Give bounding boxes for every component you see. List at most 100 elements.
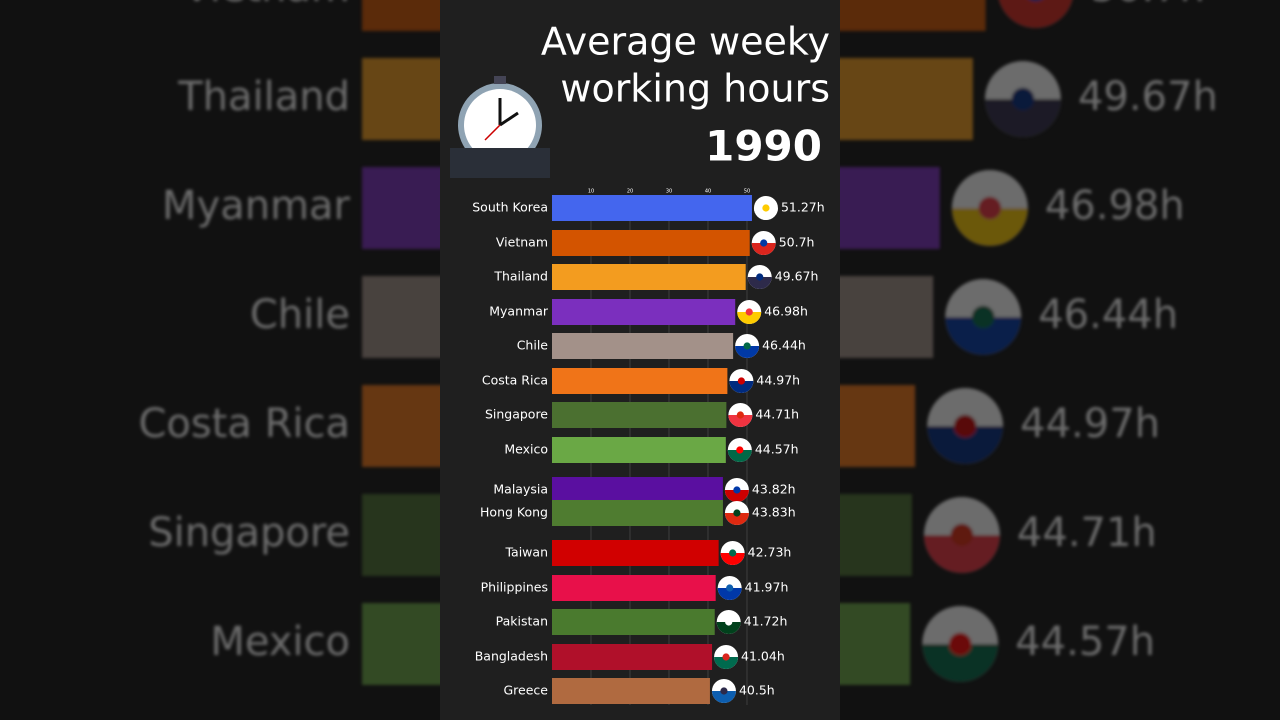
value-label: 44.71h [755, 407, 799, 422]
flag [923, 535, 1000, 573]
value-label: 46.44h [762, 338, 806, 353]
flag [978, 196, 1002, 220]
bar [552, 264, 746, 290]
backdrop-value: 46.44h [1038, 292, 1178, 338]
flag [948, 632, 972, 656]
category-label: Pakistan [496, 614, 548, 629]
flag [762, 204, 770, 212]
backdrop-category: Thailand [177, 74, 350, 120]
flag [753, 208, 778, 220]
year-label: 1990 [705, 122, 822, 171]
title-line: working hours [560, 67, 830, 111]
flag [756, 273, 764, 281]
bar [552, 368, 728, 394]
title-line: Average weeky [541, 20, 830, 64]
flag [714, 657, 739, 669]
bar [552, 477, 723, 503]
category-label: Malaysia [493, 482, 548, 497]
value-label: 50.7h [779, 235, 815, 250]
value-label: 43.82h [752, 482, 796, 497]
flag [953, 414, 977, 438]
flag [984, 99, 1061, 138]
backdrop-category: Myanmar [162, 183, 351, 229]
value-label: 51.27h [781, 200, 825, 215]
flag [726, 584, 734, 592]
x-tick-label: 40 [705, 189, 711, 195]
flag [720, 687, 728, 695]
value-label: 41.04h [741, 649, 785, 664]
bar [552, 299, 736, 325]
flag [1030, 0, 1042, 2]
value-label: 41.72h [744, 614, 788, 629]
clock-icon [450, 76, 550, 178]
flag [950, 523, 974, 547]
flag [737, 377, 745, 385]
category-label: Mexico [504, 442, 548, 457]
flag [716, 622, 741, 634]
flag [729, 549, 737, 557]
flag [736, 446, 744, 454]
value-label: 49.67h [775, 269, 819, 284]
value-label: 44.57h [755, 442, 799, 457]
flag [733, 486, 741, 494]
flag [1011, 87, 1035, 111]
value-label: 41.97h [745, 580, 789, 595]
category-label: Myanmar [489, 304, 549, 319]
bar [552, 402, 727, 428]
flag [751, 243, 776, 255]
category-label: Taiwan [504, 545, 548, 560]
category-label: Chile [517, 338, 549, 353]
value-label: 43.83h [752, 505, 796, 520]
value-label: 46.98h [764, 304, 808, 319]
category-label: Philippines [481, 580, 548, 595]
value-label: 42.73h [748, 545, 792, 560]
plot: 10 20 30 40 50 South Korea 51.27h Vietnam 50.7h T… [472, 189, 825, 705]
category-label: Bangladesh [475, 649, 548, 664]
flag [922, 644, 999, 682]
backdrop-category: Chile [250, 292, 350, 338]
flag [729, 381, 754, 393]
flag [720, 553, 745, 565]
category-label: South Korea [472, 200, 548, 215]
flag [735, 346, 760, 358]
backdrop-value: 46.98h [1045, 183, 1185, 229]
category-label: Costa Rica [482, 373, 548, 388]
bar [552, 575, 716, 601]
category-label: Thailand [493, 269, 548, 284]
x-tick-label: 30 [666, 189, 672, 195]
backdrop-category: Singapore [148, 510, 350, 556]
backdrop-value: 50.7h [1091, 0, 1205, 11]
bar [552, 195, 752, 221]
flag [711, 691, 736, 703]
value-label: 40.5h [739, 683, 775, 698]
flag [733, 509, 741, 517]
bar [552, 609, 715, 635]
category-label: Vietnam [496, 235, 548, 250]
category-label: Greece [504, 683, 549, 698]
flag [724, 513, 749, 525]
backdrop-value: 49.67h [1078, 74, 1218, 120]
flag [743, 342, 751, 350]
flag [736, 411, 744, 419]
x-tick-label: 10 [588, 189, 594, 195]
flag [971, 305, 995, 329]
flag [722, 653, 730, 661]
flag [747, 277, 772, 289]
category-label: Singapore [485, 407, 548, 422]
x-tick-label: 20 [627, 189, 633, 195]
flag [725, 618, 733, 626]
flag [760, 239, 768, 247]
backdrop-category: Vietnam [183, 0, 350, 11]
backdrop-value: 44.97h [1020, 401, 1160, 447]
backdrop-value: 44.71h [1017, 510, 1157, 556]
bar [552, 230, 750, 256]
bar [552, 540, 719, 566]
flag [727, 450, 752, 462]
bar [552, 500, 723, 526]
flag [717, 588, 742, 600]
flag [945, 317, 1022, 355]
category-label: Hong Kong [480, 505, 548, 520]
bar [552, 644, 713, 670]
